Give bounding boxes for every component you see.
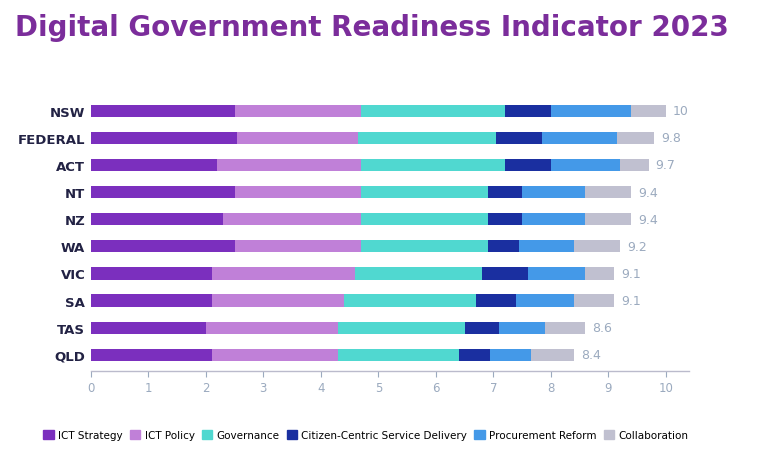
Bar xyxy=(551,159,620,172)
Bar xyxy=(488,241,519,253)
Bar xyxy=(338,322,465,334)
Bar xyxy=(528,268,585,280)
Bar xyxy=(355,268,482,280)
Bar xyxy=(482,268,528,280)
Text: 8.4: 8.4 xyxy=(581,348,600,362)
Bar xyxy=(542,132,617,145)
Bar xyxy=(361,187,488,199)
Bar xyxy=(574,241,620,253)
Bar xyxy=(91,214,223,226)
Bar xyxy=(238,132,358,145)
Bar xyxy=(91,187,235,199)
Bar xyxy=(585,214,631,226)
Bar xyxy=(488,214,522,226)
Bar xyxy=(465,322,499,334)
Bar xyxy=(476,295,516,307)
Bar xyxy=(459,349,491,361)
Bar xyxy=(217,159,361,172)
Bar xyxy=(91,268,212,280)
Text: 9.2: 9.2 xyxy=(627,240,646,253)
Bar xyxy=(91,105,235,118)
Bar xyxy=(212,349,338,361)
Bar xyxy=(574,295,614,307)
Text: Digital Government Readiness Indicator 2023: Digital Government Readiness Indicator 2… xyxy=(15,14,729,42)
Bar xyxy=(91,132,238,145)
Bar xyxy=(488,187,522,199)
Bar xyxy=(235,241,361,253)
Text: 9.8: 9.8 xyxy=(662,132,681,145)
Bar xyxy=(499,322,545,334)
Bar xyxy=(206,322,338,334)
Bar xyxy=(338,349,459,361)
Bar xyxy=(212,295,344,307)
Bar xyxy=(223,214,361,226)
Text: 8.6: 8.6 xyxy=(592,321,612,335)
Bar xyxy=(235,105,361,118)
Bar xyxy=(344,295,476,307)
Bar xyxy=(516,295,574,307)
Bar xyxy=(361,241,488,253)
Bar xyxy=(531,349,574,361)
Text: 9.1: 9.1 xyxy=(621,295,640,307)
Bar xyxy=(212,268,355,280)
Bar xyxy=(522,187,585,199)
Bar xyxy=(91,349,212,361)
Legend: ICT Strategy, ICT Policy, Governance, Citizen-Centric Service Delivery, Procurem: ICT Strategy, ICT Policy, Governance, Ci… xyxy=(39,426,693,445)
Bar xyxy=(551,105,631,118)
Bar xyxy=(585,187,631,199)
Bar xyxy=(505,159,551,172)
Bar xyxy=(505,105,551,118)
Bar xyxy=(617,132,654,145)
Text: 9.4: 9.4 xyxy=(638,186,658,199)
Text: 9.1: 9.1 xyxy=(621,268,640,280)
Bar xyxy=(235,187,361,199)
Text: 9.4: 9.4 xyxy=(638,213,658,226)
Bar xyxy=(497,132,542,145)
Bar xyxy=(91,159,217,172)
Bar xyxy=(491,349,531,361)
Text: 9.7: 9.7 xyxy=(656,159,675,172)
Bar xyxy=(361,159,505,172)
Bar xyxy=(91,295,212,307)
Bar xyxy=(519,241,574,253)
Bar xyxy=(361,214,488,226)
Bar xyxy=(522,214,585,226)
Bar xyxy=(631,105,666,118)
Bar xyxy=(620,159,649,172)
Bar xyxy=(91,322,206,334)
Bar xyxy=(91,241,235,253)
Bar xyxy=(545,322,585,334)
Bar xyxy=(585,268,614,280)
Text: 10: 10 xyxy=(673,105,689,118)
Bar xyxy=(358,132,497,145)
Bar xyxy=(361,105,505,118)
